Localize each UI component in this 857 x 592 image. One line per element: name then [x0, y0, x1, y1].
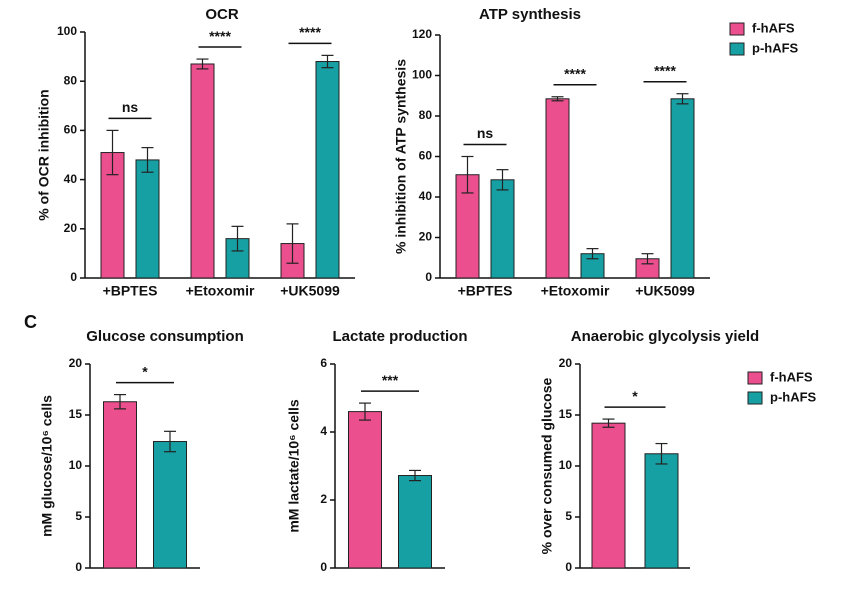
y-tick-label: 40: [64, 172, 78, 186]
error-bar: [409, 469, 421, 482]
error-bar: [551, 96, 564, 102]
legend-label: p-hAFS: [770, 389, 817, 404]
y-tick-label: 0: [320, 560, 327, 574]
legend-label: f-hAFS: [752, 20, 795, 35]
bar: [670, 98, 695, 279]
significance-label: ***: [382, 372, 399, 388]
error-bar: [321, 54, 334, 69]
error-bar: [655, 442, 668, 465]
error-bar: [359, 402, 371, 421]
legend-swatch: [747, 391, 763, 405]
y-tick-label: 120: [412, 27, 432, 41]
y-tick-label: 60: [64, 123, 78, 137]
significance-label: *: [632, 388, 638, 404]
y-tick-label: 100: [57, 24, 77, 38]
y-tick-label: 20: [559, 356, 573, 370]
y-tick-label: 4: [320, 424, 327, 438]
significance-label: ****: [564, 65, 586, 81]
error-bar: [602, 418, 615, 428]
y-tick-label: 10: [69, 458, 83, 472]
y-tick-label: 0: [70, 270, 77, 284]
y-tick-label: 10: [559, 458, 573, 472]
legend-label: f-hAFS: [770, 369, 813, 384]
significance-label: ****: [654, 62, 676, 78]
y-tick-label: 40: [419, 189, 433, 203]
error-bar: [676, 93, 689, 105]
legend-swatch: [747, 371, 763, 385]
bar: [644, 453, 679, 569]
bar: [153, 441, 187, 569]
error-bar: [196, 58, 209, 70]
legend-label: p-hAFS: [752, 40, 799, 55]
error-bar: [141, 147, 154, 173]
y-tick-label: 6: [320, 356, 327, 370]
significance-label: ns: [477, 125, 494, 141]
y-tick-label: 20: [64, 221, 78, 235]
y-tick-label: 5: [565, 509, 572, 523]
x-tick-label: +Etoxomir: [541, 283, 610, 299]
error-bar: [641, 253, 654, 265]
y-tick-label: 15: [559, 407, 573, 421]
y-tick-label: 2: [320, 492, 327, 506]
bar: [135, 159, 160, 279]
y-tick-label: 5: [75, 509, 82, 523]
chart-title: Lactate production: [332, 328, 467, 345]
significance-label: *: [142, 363, 148, 379]
y-tick-label: 100: [412, 68, 432, 82]
y-tick-label: 0: [425, 270, 432, 284]
legend-swatch: [729, 42, 745, 56]
bar: [545, 98, 570, 279]
x-tick-label: +BPTES: [458, 283, 513, 299]
bar: [490, 179, 515, 279]
chart-title: Glucose consumption: [86, 328, 244, 345]
error-bar: [231, 225, 244, 252]
error-bar: [114, 394, 126, 410]
y-tick-label: 80: [419, 108, 433, 122]
bar: [348, 411, 382, 569]
y-axis-label: % of OCR inhibition: [36, 89, 52, 220]
legend-swatch: [729, 22, 745, 36]
y-tick-label: 15: [69, 407, 83, 421]
error-bar: [286, 223, 299, 264]
error-bar: [461, 155, 474, 194]
error-bar: [164, 430, 176, 453]
bar: [103, 401, 137, 569]
chart-title: Anaerobic glycolysis yield: [571, 328, 759, 345]
error-bar: [496, 169, 509, 191]
error-bar: [106, 129, 119, 176]
bar: [315, 61, 340, 279]
bar: [591, 422, 626, 569]
significance-label: ****: [299, 24, 321, 40]
bar: [398, 475, 432, 569]
y-tick-label: 0: [565, 560, 572, 574]
x-tick-label: +Etoxomir: [186, 283, 255, 299]
y-axis-label: mM glucose/10⁶ cells: [39, 395, 55, 537]
error-bar: [586, 248, 599, 260]
significance-label: ns: [122, 99, 139, 115]
x-tick-label: +BPTES: [103, 283, 158, 299]
y-axis-label: % over consumed glucose: [539, 377, 555, 554]
y-axis-label: % inhibition of ATP synthesis: [393, 59, 409, 254]
chart-title: OCR: [205, 6, 239, 23]
y-tick-label: 60: [419, 149, 433, 163]
significance-label: ****: [209, 28, 231, 44]
bar: [190, 63, 215, 279]
chart-title: ATP synthesis: [479, 6, 581, 23]
y-tick-label: 80: [64, 73, 78, 87]
x-tick-label: +UK5099: [635, 283, 695, 299]
panel-label: C: [24, 312, 37, 332]
y-tick-label: 0: [75, 560, 82, 574]
y-tick-label: 20: [419, 230, 433, 244]
x-tick-label: +UK5099: [280, 283, 340, 299]
y-axis-label: mM lactate/10⁶ cells: [286, 399, 302, 533]
y-tick-label: 20: [69, 356, 83, 370]
